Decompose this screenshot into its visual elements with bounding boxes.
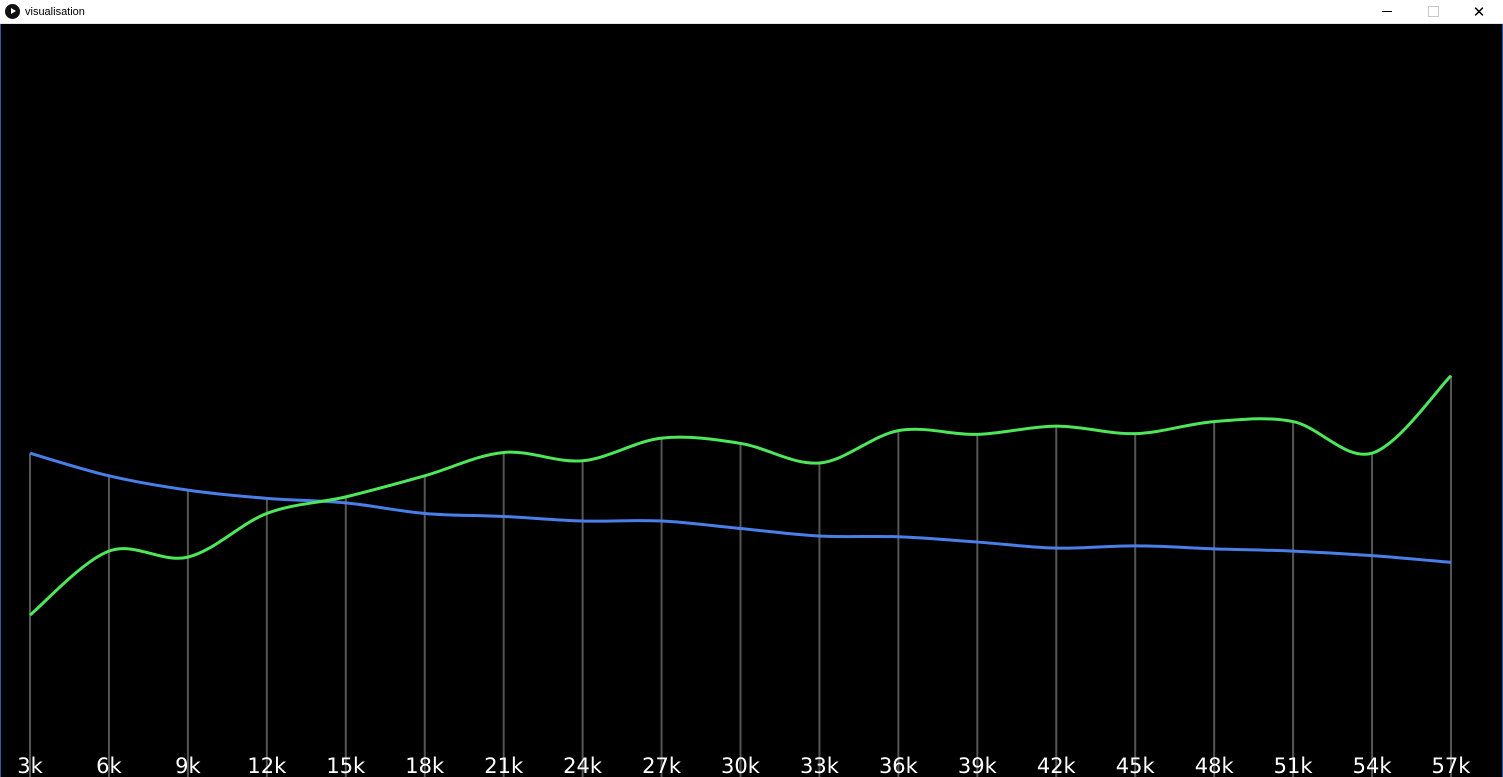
x-tick-label: 54k — [1353, 754, 1393, 777]
close-icon: ✕ — [1472, 3, 1486, 21]
x-tick-label: 33k — [800, 754, 840, 777]
x-tick-label: 45k — [1116, 754, 1156, 777]
x-tick-label: 9k — [175, 754, 201, 777]
x-tick-label: 51k — [1274, 754, 1314, 777]
x-tick-label: 42k — [1037, 754, 1077, 777]
x-tick-label: 6k — [96, 754, 122, 777]
x-tick-label: 18k — [405, 754, 445, 777]
close-button[interactable]: ✕ — [1456, 0, 1502, 24]
maximize-icon — [1428, 6, 1439, 17]
x-tick-label: 3k — [17, 754, 43, 777]
x-tick-label: 36k — [879, 754, 919, 777]
play-icon — [5, 4, 20, 19]
visualisation-canvas: 3k 6k 9k 12k 15k 18k 21k 24k 27k 30k 33k 36k 39k 42k 4… — [0, 24, 1503, 777]
series-line-2 — [29, 374, 1453, 617]
x-tick-label: 48k — [1195, 754, 1235, 777]
x-tick-label: 57k — [1432, 754, 1472, 777]
x-tick-label: 12k — [247, 754, 287, 777]
window-title: visualisation — [25, 6, 85, 18]
minimize-icon — [1382, 11, 1392, 12]
maximize-button[interactable] — [1410, 0, 1456, 24]
title-bar: visualisation ✕ — [0, 0, 1503, 24]
x-tick-label: 30k — [721, 754, 761, 777]
x-tick-label: 39k — [958, 754, 998, 777]
minimize-button[interactable] — [1364, 0, 1410, 24]
x-tick-label: 27k — [642, 754, 682, 777]
line-chart: 3k 6k 9k 12k 15k 18k 21k 24k 27k 30k 33k 36k 39k 42k 4… — [17, 374, 1472, 777]
x-tick-label: 24k — [563, 754, 603, 777]
x-tick-label: 21k — [484, 754, 524, 777]
x-tick-label: 15k — [326, 754, 366, 777]
series-line-1 — [29, 451, 1452, 564]
